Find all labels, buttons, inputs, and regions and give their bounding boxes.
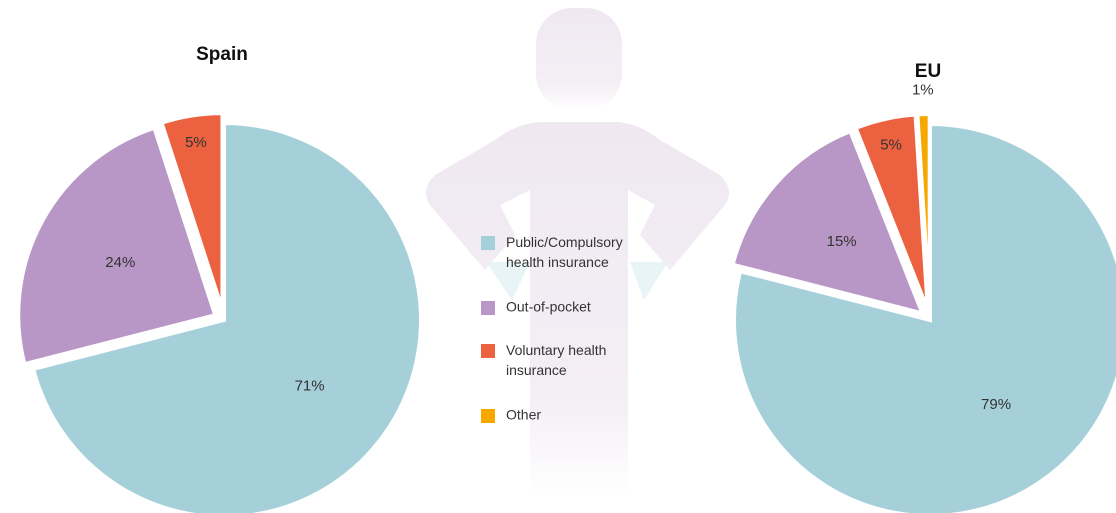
legend-label: Other	[506, 407, 541, 423]
data-label: 24%	[105, 254, 135, 271]
chart-title: EU	[915, 61, 941, 82]
legend-swatch	[481, 409, 495, 423]
legend-swatch	[481, 301, 495, 315]
data-label: 15%	[827, 233, 857, 250]
legend-swatch	[481, 344, 495, 358]
data-label: 71%	[295, 377, 325, 394]
data-label: 5%	[880, 137, 902, 154]
data-label: 79%	[981, 396, 1011, 413]
chart-title: Spain	[196, 44, 248, 65]
data-label: 1%	[912, 82, 934, 99]
person-silhouette	[426, 8, 729, 495]
chart: Spain EU Public/Compulsoryhealth insuran…	[0, 0, 1116, 513]
legend-label: Out-of-pocket	[506, 299, 591, 315]
data-label: 5%	[185, 134, 207, 151]
legend-swatch	[481, 236, 495, 250]
